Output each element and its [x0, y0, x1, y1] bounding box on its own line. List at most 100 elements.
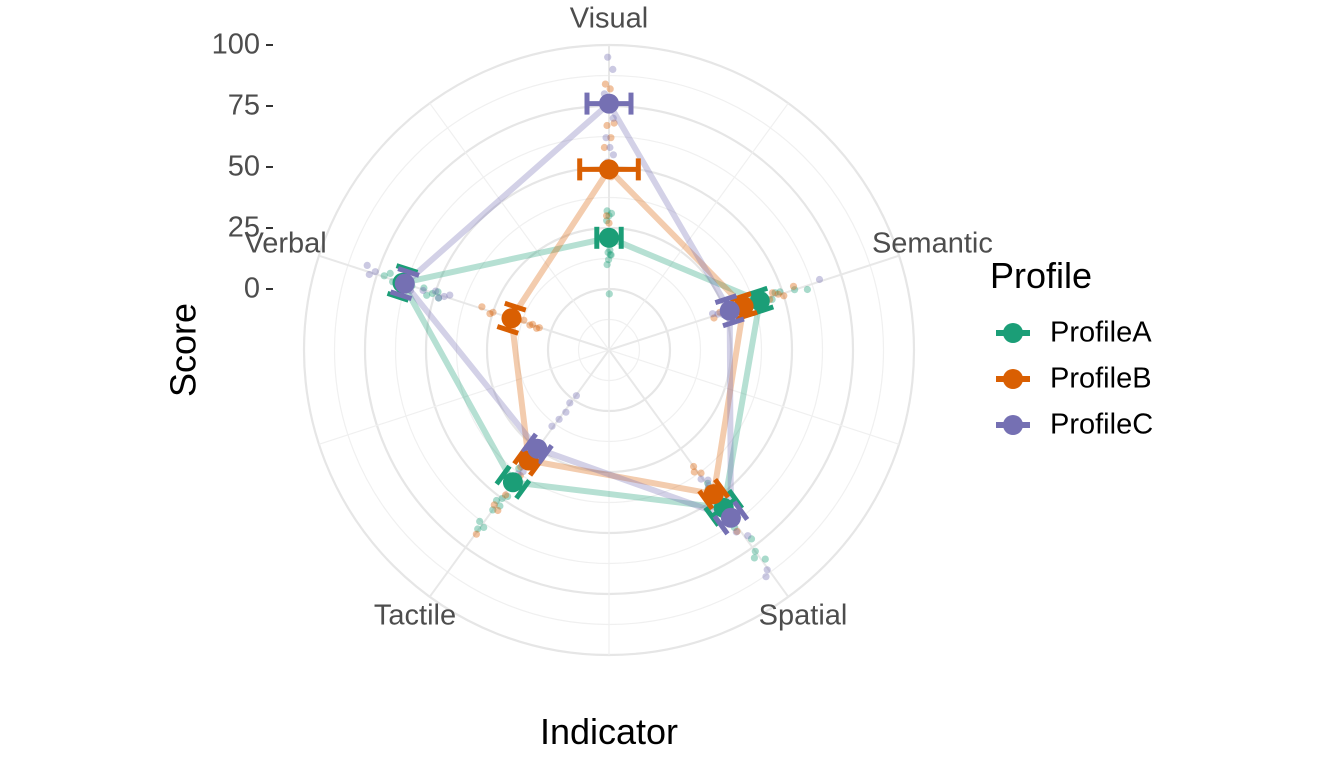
raw-point: [435, 294, 443, 302]
raw-point: [423, 291, 431, 299]
raw-point: [515, 464, 523, 472]
raw-point: [732, 528, 740, 536]
raw-point: [472, 530, 480, 538]
raw-point: [761, 555, 769, 563]
grid-spoke: [428, 349, 610, 598]
raw-point: [566, 399, 574, 407]
raw-point: [490, 501, 498, 509]
raw-point: [474, 525, 482, 533]
raw-point: [605, 212, 613, 220]
score-axis: 0 25 50 75 100: [212, 29, 273, 305]
mean-point: [502, 472, 523, 493]
mean-point: [599, 93, 619, 114]
raw-point: [815, 275, 824, 284]
mean-point: [749, 291, 770, 311]
raw-point: [435, 294, 443, 302]
raw-point: [768, 295, 776, 303]
raw-point: [489, 506, 497, 514]
raw-point: [520, 316, 528, 324]
category-label: Verbal: [244, 228, 326, 260]
raw-point: [776, 288, 784, 296]
profile-polygon: [508, 166, 747, 498]
raw-point: [690, 468, 698, 476]
raw-point: [609, 65, 617, 73]
raw-point: [603, 261, 611, 269]
raw-point: [604, 53, 612, 61]
raw-point: [533, 324, 541, 332]
raw-point: [750, 554, 759, 562]
axis-tick-label: 75: [228, 90, 260, 122]
raw-point: [771, 289, 779, 297]
category-label: Semantic: [872, 228, 993, 260]
raw-point: [610, 119, 618, 127]
raw-point: [609, 151, 618, 159]
grid-minor-spoke: [608, 349, 900, 445]
raw-point: [603, 207, 611, 215]
raw-point: [486, 310, 494, 318]
raw-point: [605, 256, 613, 264]
error-cap: [504, 300, 527, 313]
category-labels: Visual Semantic Spatial Tactile Verbal: [244, 3, 992, 632]
profile-polygon: [401, 100, 734, 521]
raw-point: [710, 314, 718, 322]
axis-tick-label: 25: [228, 212, 260, 244]
raw-point: [386, 269, 394, 277]
raw-point: [697, 469, 705, 477]
raw-point: [605, 219, 613, 227]
category-label: Visual: [570, 3, 648, 35]
raw-point: [763, 566, 771, 574]
raw-point: [601, 80, 610, 88]
raw-point: [774, 290, 782, 298]
raw-point: [744, 532, 752, 540]
mean-point: [719, 300, 740, 321]
raw-point: [697, 475, 705, 483]
grid-minor-spoke: [429, 102, 610, 351]
raw-point: [791, 286, 799, 294]
raw-point: [751, 547, 759, 555]
raw-point: [607, 134, 615, 142]
raw-point: [428, 289, 436, 298]
legend-label: ProfileA: [1050, 317, 1152, 349]
raw-point: [606, 85, 614, 93]
raw-point: [365, 270, 373, 279]
raw-point: [709, 310, 717, 318]
raw-point: [496, 502, 504, 510]
raw-point: [489, 308, 497, 316]
error-cap: [514, 479, 532, 500]
legend-key-point: [1003, 415, 1023, 435]
category-label: Spatial: [759, 600, 848, 632]
raw-point: [420, 284, 428, 292]
raw-point: [572, 392, 581, 400]
mean-point: [394, 273, 415, 294]
raw-point: [789, 282, 798, 290]
mean-point: [703, 484, 724, 505]
raw-point: [606, 143, 614, 152]
legend-title: Profile: [990, 255, 1092, 296]
raw-point: [690, 462, 698, 471]
raw-point: [606, 246, 614, 254]
raw-point: [609, 114, 617, 122]
raw-point: [605, 290, 613, 298]
raw-point: [607, 209, 616, 217]
legend-key-point: [1003, 323, 1023, 343]
raw-point: [492, 496, 501, 505]
grid-minor-spoke: [318, 349, 610, 445]
raw-point: [733, 527, 741, 536]
raw-point: [380, 272, 388, 280]
raw-point: [535, 324, 543, 332]
raw-point: [440, 292, 448, 301]
raw-point: [498, 494, 506, 503]
error-cap: [496, 324, 519, 336]
raw-point: [419, 286, 427, 295]
raw-point: [603, 121, 611, 130]
error-cap: [732, 500, 750, 521]
raw-point: [548, 422, 556, 430]
raw-point: [478, 303, 486, 311]
mean-point: [599, 159, 619, 180]
mean-point: [501, 308, 522, 329]
raw-point: [603, 212, 611, 220]
raw-point: [555, 415, 563, 423]
raw-point: [604, 248, 612, 256]
raw-point: [603, 217, 611, 225]
